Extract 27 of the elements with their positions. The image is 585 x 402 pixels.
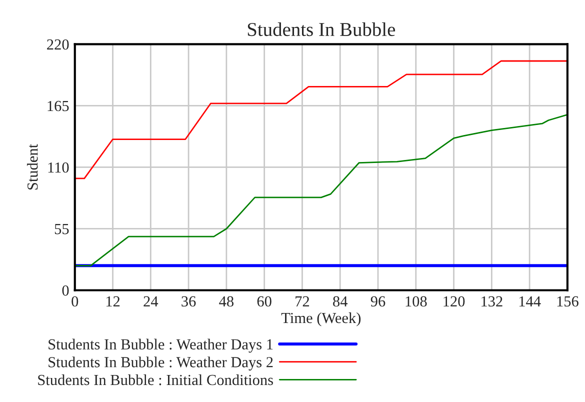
x-tick-label: 144 bbox=[519, 296, 541, 306]
legend-label: Students In Bubble : Weather Days 2 bbox=[48, 356, 273, 370]
chart-title: Students In Bubble bbox=[248, 22, 396, 36]
legend-label: Students In Bubble : Initial Conditions bbox=[38, 374, 273, 386]
x-tick-label: 36 bbox=[182, 296, 196, 307]
x-tick-label: 12 bbox=[106, 296, 120, 306]
x-tick-label: 108 bbox=[406, 296, 427, 307]
x-axis-title: Time (Week) bbox=[281, 312, 361, 326]
y-tick-label: 165 bbox=[48, 100, 69, 112]
y-tick-label: 55 bbox=[54, 224, 69, 234]
x-tick-label: 156 bbox=[557, 296, 578, 307]
x-tick-label: 60 bbox=[257, 296, 272, 307]
line-series bbox=[74, 114, 568, 266]
x-tick-label: 48 bbox=[219, 296, 234, 307]
y-tick-label: 110 bbox=[48, 162, 69, 173]
line-series bbox=[74, 60, 568, 180]
legend-label: Students In Bubble : Weather Days 1 bbox=[48, 338, 273, 353]
x-tick-label: 0 bbox=[72, 296, 78, 307]
x-tick-label: 120 bbox=[444, 296, 465, 307]
y-tick-label: 220 bbox=[47, 39, 69, 50]
x-tick-label: 72 bbox=[296, 296, 310, 306]
x-tick-label: 96 bbox=[370, 296, 386, 307]
x-tick-label: 132 bbox=[482, 296, 502, 307]
x-tick-label: 24 bbox=[144, 296, 158, 306]
y-axis-title: Student bbox=[26, 144, 38, 190]
y-tick-label: 0 bbox=[62, 285, 69, 296]
x-tick-label: 84 bbox=[333, 296, 348, 307]
